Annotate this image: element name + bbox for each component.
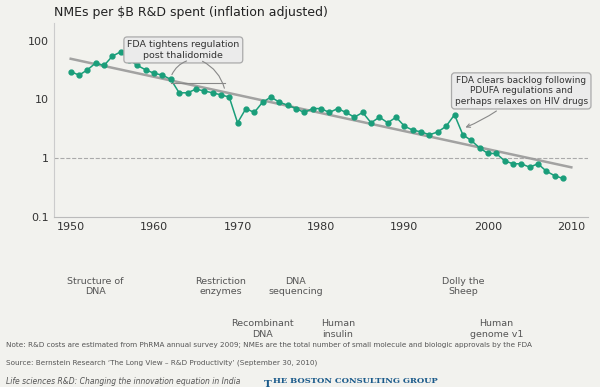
Text: Dolly the
Sheep: Dolly the Sheep: [442, 277, 484, 296]
Text: Source: Bernstein Research ‘The Long View – R&D Productivity’ (September 30, 201: Source: Bernstein Research ‘The Long Vie…: [6, 359, 317, 366]
Text: HE BOSTON CONSULTING GROUP: HE BOSTON CONSULTING GROUP: [273, 377, 438, 385]
Text: Human
insulin: Human insulin: [320, 319, 355, 339]
Text: Life sciences R&D: Changing the innovation equation in India: Life sciences R&D: Changing the innovati…: [6, 377, 241, 386]
Text: Structure of
DNA: Structure of DNA: [67, 277, 124, 296]
Text: Recombinant
DNA: Recombinant DNA: [231, 319, 294, 339]
Text: DNA
sequencing: DNA sequencing: [269, 277, 323, 296]
Text: FDA tightens regulation
post thalidomide: FDA tightens regulation post thalidomide: [127, 40, 239, 60]
Text: NMEs per $B R&D spent (inflation adjusted): NMEs per $B R&D spent (inflation adjuste…: [54, 6, 328, 19]
Text: FDA clears backlog following
PDUFA regulations and
perhaps relaxes on HIV drugs: FDA clears backlog following PDUFA regul…: [455, 76, 588, 127]
Text: Restriction
enzymes: Restriction enzymes: [196, 277, 247, 296]
Text: Human
genome v1: Human genome v1: [470, 319, 523, 339]
Text: Note: R&D costs are estimated from PhRMA annual survey 2009; NMEs are the total : Note: R&D costs are estimated from PhRMA…: [6, 342, 532, 349]
Text: T: T: [264, 380, 272, 387]
